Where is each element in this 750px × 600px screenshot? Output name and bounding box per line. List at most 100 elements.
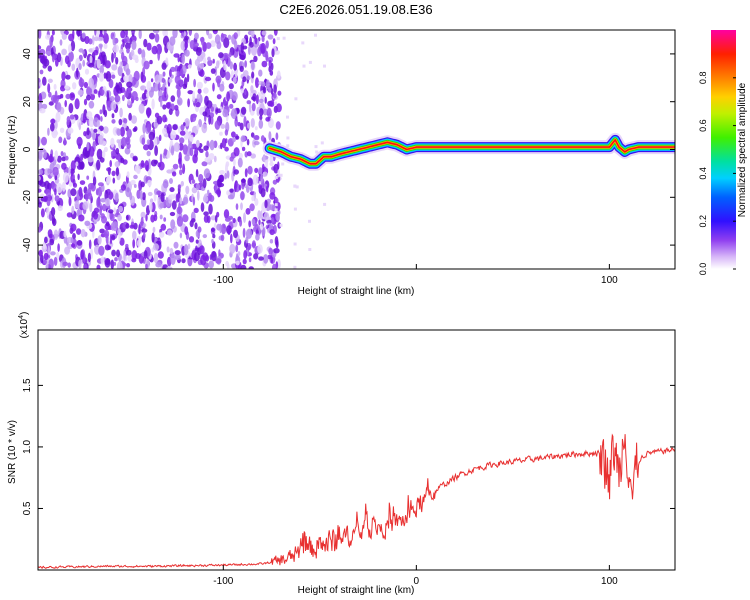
noise-dot bbox=[189, 134, 194, 142]
noise-dot bbox=[192, 179, 196, 184]
noise-dot bbox=[131, 30, 136, 34]
noise-dot bbox=[239, 122, 244, 131]
noise-dot bbox=[238, 184, 242, 191]
noise-dot bbox=[162, 127, 167, 135]
noise-dot bbox=[65, 74, 71, 80]
noise-dot bbox=[229, 243, 236, 254]
noise-dot bbox=[92, 132, 96, 141]
noise-dot bbox=[173, 142, 180, 153]
noise-dot bbox=[118, 205, 124, 213]
noise-dot bbox=[131, 80, 135, 87]
noise-dot bbox=[308, 60, 312, 64]
noise-dot bbox=[60, 30, 65, 35]
noise-dot bbox=[83, 81, 88, 89]
noise-dot bbox=[200, 202, 205, 213]
noise-dot bbox=[38, 249, 43, 257]
noise-dot bbox=[227, 194, 234, 200]
noise-dot bbox=[38, 175, 41, 181]
noise-dot bbox=[122, 94, 125, 102]
noise-dot bbox=[203, 168, 211, 179]
noise-dot bbox=[200, 254, 207, 266]
noise-dot bbox=[137, 47, 142, 55]
noise-dot bbox=[135, 96, 139, 102]
noise-dot bbox=[265, 50, 269, 61]
colorbar-tick-label: 0.6 bbox=[698, 119, 708, 132]
noise-dot bbox=[60, 85, 66, 92]
noise-dot bbox=[180, 124, 185, 131]
noise-dot bbox=[140, 74, 147, 83]
noise-dot bbox=[47, 168, 51, 174]
noise-dot bbox=[105, 221, 110, 227]
noise-dot bbox=[192, 196, 196, 206]
noise-dot bbox=[109, 160, 112, 168]
noise-dot bbox=[186, 73, 190, 83]
noise-dot bbox=[227, 34, 232, 40]
noise-dot bbox=[166, 151, 171, 159]
snr-frame bbox=[37, 329, 676, 571]
noise-dot bbox=[127, 85, 132, 94]
noise-dot bbox=[154, 145, 159, 157]
noise-dot bbox=[240, 42, 244, 54]
noise-dot bbox=[53, 229, 59, 240]
noise-dot bbox=[140, 181, 145, 188]
noise-dot bbox=[242, 258, 247, 265]
noise-dot bbox=[268, 87, 272, 93]
noise-dot bbox=[168, 194, 176, 200]
noise-dot bbox=[228, 52, 232, 58]
noise-dot bbox=[38, 92, 42, 103]
noise-dot bbox=[194, 147, 199, 158]
noise-dot bbox=[169, 187, 175, 193]
noise-dot bbox=[205, 150, 209, 158]
noise-dot bbox=[260, 173, 263, 184]
noise-dot bbox=[174, 254, 181, 261]
noise-dot bbox=[69, 92, 76, 101]
noise-dot bbox=[111, 52, 114, 63]
noise-dot bbox=[202, 178, 207, 189]
noise-dot bbox=[86, 175, 90, 180]
noise-dot bbox=[70, 223, 77, 232]
noise-dot bbox=[133, 184, 137, 188]
noise-dot bbox=[236, 107, 240, 114]
noise-dot bbox=[295, 185, 299, 189]
spectrogram-x-ticks: -100 100 bbox=[213, 264, 618, 286]
noise-dot bbox=[53, 83, 57, 90]
noise-dot bbox=[253, 253, 259, 260]
noise-dot bbox=[166, 266, 173, 269]
noise-dot bbox=[78, 122, 82, 131]
noise-dot bbox=[93, 89, 98, 94]
noise-dot bbox=[39, 108, 46, 114]
noise-dot bbox=[261, 60, 268, 68]
noise-dot bbox=[99, 109, 103, 115]
noise-dot bbox=[143, 38, 148, 48]
noise-dot bbox=[271, 263, 277, 269]
noise-dot bbox=[251, 61, 255, 71]
noise-dot bbox=[76, 228, 82, 235]
noise-dot bbox=[169, 211, 176, 217]
noise-dot bbox=[162, 104, 167, 110]
noise-dot bbox=[116, 249, 120, 258]
noise-dot bbox=[46, 206, 50, 216]
noise-dot bbox=[233, 169, 239, 175]
noise-dot bbox=[86, 94, 91, 101]
noise-dot bbox=[220, 123, 226, 129]
noise-dot bbox=[196, 93, 201, 99]
noise-dot bbox=[240, 88, 244, 94]
noise-dot bbox=[279, 173, 283, 177]
noise-dot bbox=[61, 33, 67, 40]
noise-dot bbox=[219, 170, 225, 175]
noise-dot bbox=[82, 59, 86, 67]
noise-dot bbox=[251, 240, 256, 249]
noise-dot bbox=[323, 202, 327, 206]
noise-dot bbox=[110, 259, 115, 269]
noise-dot bbox=[228, 83, 234, 90]
noise-dot bbox=[78, 63, 82, 70]
snr-plot-area bbox=[38, 433, 675, 569]
noise-dot bbox=[262, 171, 268, 177]
noise-dot bbox=[127, 99, 131, 106]
noise-dot bbox=[203, 211, 209, 216]
noise-dot bbox=[103, 109, 108, 118]
noise-dot bbox=[141, 228, 148, 233]
noise-dot bbox=[230, 233, 233, 244]
noise-dot bbox=[143, 60, 150, 70]
noise-dot bbox=[153, 243, 159, 251]
